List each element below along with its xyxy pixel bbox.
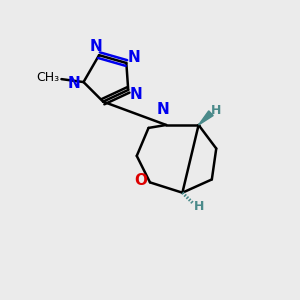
Text: H: H — [194, 200, 204, 213]
Text: CH₃: CH₃ — [36, 71, 59, 84]
Text: N: N — [89, 39, 102, 54]
Text: N: N — [68, 76, 81, 91]
Text: N: N — [130, 87, 143, 102]
Text: N: N — [128, 50, 140, 65]
Text: H: H — [211, 104, 221, 117]
Text: O: O — [135, 173, 148, 188]
Polygon shape — [199, 111, 213, 125]
Text: N: N — [156, 102, 169, 117]
